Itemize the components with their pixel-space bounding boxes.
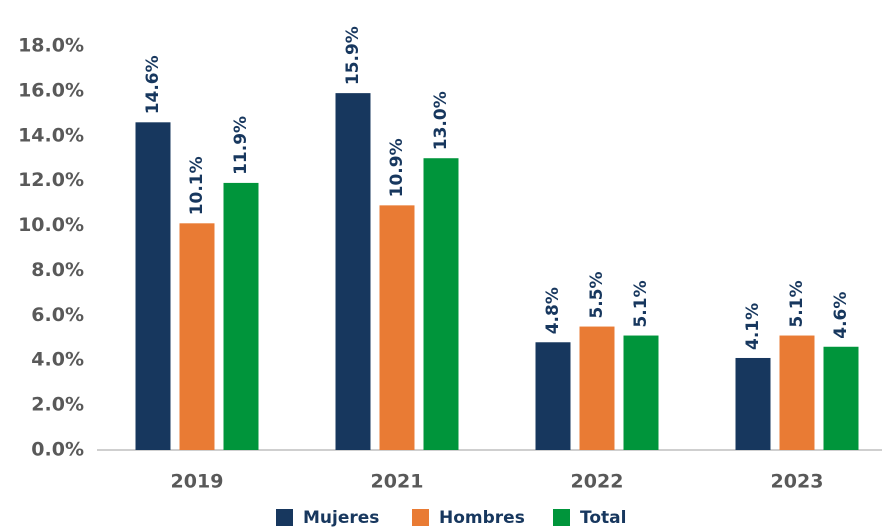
value-label: 4.1%: [743, 303, 763, 350]
y-tick-label: 0.0%: [31, 439, 84, 461]
bar: [623, 335, 659, 450]
x-tick-label: 2022: [571, 471, 624, 493]
bar: [823, 346, 859, 450]
value-label: 10.9%: [387, 138, 407, 197]
bar: [335, 93, 371, 450]
y-tick-label: 14.0%: [18, 124, 84, 146]
value-label: 15.9%: [343, 26, 363, 85]
y-tick-label: 2.0%: [31, 394, 84, 416]
bar: [779, 335, 815, 450]
value-label: 5.5%: [587, 271, 607, 318]
bar: [223, 182, 259, 450]
bar: [379, 205, 415, 450]
value-label: 10.1%: [187, 156, 207, 215]
legend-swatch: [412, 509, 429, 526]
value-label: 11.9%: [231, 116, 251, 175]
value-label: 5.1%: [787, 280, 807, 327]
value-label: 4.6%: [831, 292, 851, 339]
x-tick-label: 2023: [771, 471, 824, 493]
legend-swatch: [553, 509, 570, 526]
y-tick-label: 12.0%: [18, 169, 84, 191]
bar: [535, 342, 571, 450]
y-tick-label: 16.0%: [18, 79, 84, 101]
x-tick-label: 2019: [171, 471, 224, 493]
y-tick-label: 4.0%: [31, 349, 84, 371]
y-tick-label: 10.0%: [18, 214, 84, 236]
legend-label: Mujeres: [303, 508, 379, 527]
bar: [179, 223, 215, 450]
y-tick-label: 8.0%: [31, 259, 84, 281]
bar: [135, 122, 171, 451]
x-tick-label: 2021: [371, 471, 424, 493]
value-label: 14.6%: [143, 55, 163, 114]
legend-label: Hombres: [439, 508, 525, 527]
bar: [579, 326, 615, 450]
legend-label: Total: [580, 508, 626, 527]
y-tick-label: 6.0%: [31, 304, 84, 326]
y-tick-label: 18.0%: [18, 35, 84, 57]
value-label: 13.0%: [431, 91, 451, 150]
bar: [735, 357, 771, 450]
value-label: 4.8%: [543, 287, 563, 334]
bar: [423, 158, 459, 450]
value-label: 5.1%: [631, 280, 651, 327]
legend-swatch: [276, 509, 293, 526]
